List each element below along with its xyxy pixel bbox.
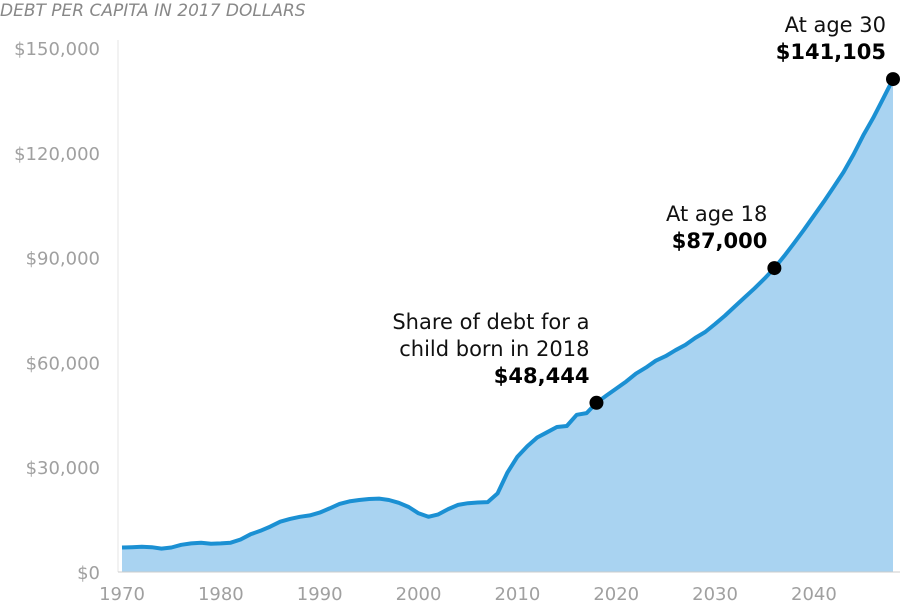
- y-tick-label: $30,000: [26, 458, 100, 479]
- y-tick-label: $150,000: [14, 39, 100, 60]
- annotation-text: child born in 2018: [399, 337, 589, 361]
- line: [121, 78, 895, 551]
- y-tick-label: $90,000: [26, 249, 100, 270]
- y-tick-label: $60,000: [26, 353, 100, 374]
- annotation-text: At age 30: [785, 13, 886, 37]
- annotation-text: At age 18: [666, 202, 767, 226]
- annotation-value: $48,444: [494, 364, 590, 388]
- chart-title: DEBT PER CAPITA IN 2017 DOLLARS: [0, 1, 306, 21]
- x-tick-label: 2000: [396, 584, 442, 605]
- annotation-point: [886, 72, 900, 87]
- annotation-value: $141,105: [776, 40, 886, 64]
- x-tick-label: 2030: [692, 584, 738, 605]
- annotation-point: [589, 395, 604, 410]
- x-tick-label: 2040: [791, 584, 837, 605]
- y-tick-label: $120,000: [14, 144, 100, 165]
- annotation-text: Share of debt for a: [392, 310, 589, 334]
- annotation-point: [767, 261, 782, 276]
- x-tick-label: 1970: [99, 584, 145, 605]
- y-tick-label: $0: [77, 563, 100, 584]
- x-tick-label: 1980: [198, 584, 244, 605]
- annotation-value: $87,000: [672, 229, 768, 253]
- x-tick-label: 2010: [494, 584, 540, 605]
- area: [122, 79, 893, 572]
- x-tick-label: 2020: [593, 584, 639, 605]
- x-tick-label: 1990: [297, 584, 343, 605]
